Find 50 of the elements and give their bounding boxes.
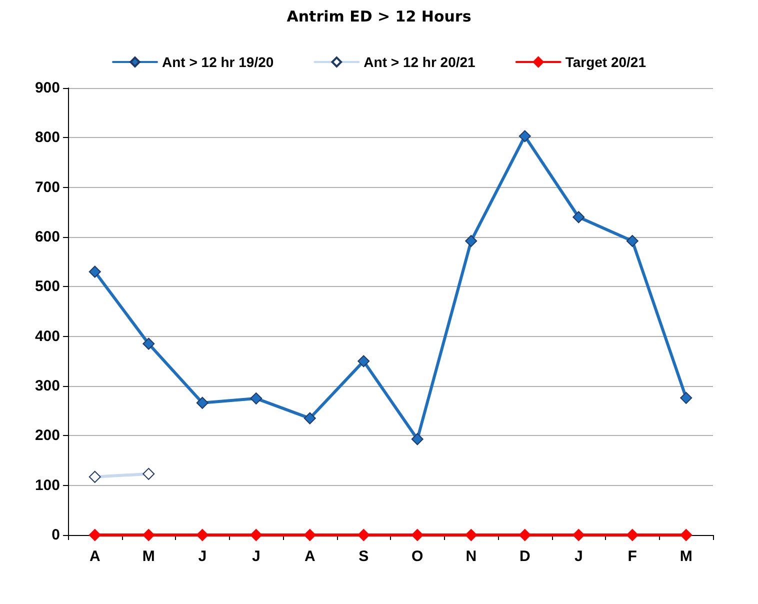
point — [626, 234, 638, 247]
point — [358, 355, 370, 368]
legend-label: Ant > 12 hr 20/21 — [364, 54, 476, 70]
x-tick-label: M — [680, 548, 692, 565]
point — [680, 392, 692, 404]
y-tick-label: 400 — [34, 328, 60, 345]
legend-label: Ant > 12 hr 19/20 — [162, 54, 274, 70]
point — [88, 529, 101, 541]
x-tick-label: A — [89, 548, 100, 565]
y-tick-label: 500 — [34, 278, 60, 296]
point — [196, 529, 208, 541]
point — [196, 396, 208, 409]
point — [142, 338, 155, 350]
x-tick-label: J — [574, 548, 583, 565]
x-tick-label: N — [466, 548, 477, 565]
point — [465, 529, 478, 541]
y-tick-label: 200 — [34, 427, 60, 444]
point — [250, 529, 262, 541]
legend-label: Target 20/21 — [565, 54, 646, 70]
y-tick-label: 900 — [34, 80, 60, 96]
point — [358, 529, 370, 541]
point — [304, 529, 316, 541]
point — [142, 529, 155, 541]
y-tick-label: 0 — [52, 526, 60, 544]
x-tick-label: J — [252, 548, 260, 565]
y-tick-label: 800 — [34, 129, 60, 146]
x-tick-label: O — [412, 548, 424, 565]
x-tick-label: M — [142, 548, 155, 565]
x-tick-label: S — [358, 548, 369, 565]
y-tick-label: 300 — [34, 378, 60, 394]
point — [518, 529, 531, 541]
x-tick-label: F — [628, 548, 637, 565]
point — [518, 130, 531, 142]
point — [411, 433, 424, 446]
point — [88, 266, 101, 278]
point — [465, 234, 478, 247]
point — [411, 529, 424, 541]
point — [680, 529, 692, 541]
x-tick-label: A — [304, 548, 316, 565]
point — [250, 392, 262, 404]
y-tick-label: 600 — [34, 228, 60, 246]
chart-title: Antrim ED > 12 Hours — [286, 8, 472, 26]
point — [626, 529, 638, 541]
x-tick-label: J — [198, 548, 207, 565]
y-tick-label: 100 — [34, 476, 60, 494]
x-tick-label: D — [519, 548, 530, 565]
point — [572, 211, 585, 224]
point — [572, 529, 585, 541]
point — [304, 412, 316, 424]
y-tick-label: 700 — [34, 178, 60, 196]
